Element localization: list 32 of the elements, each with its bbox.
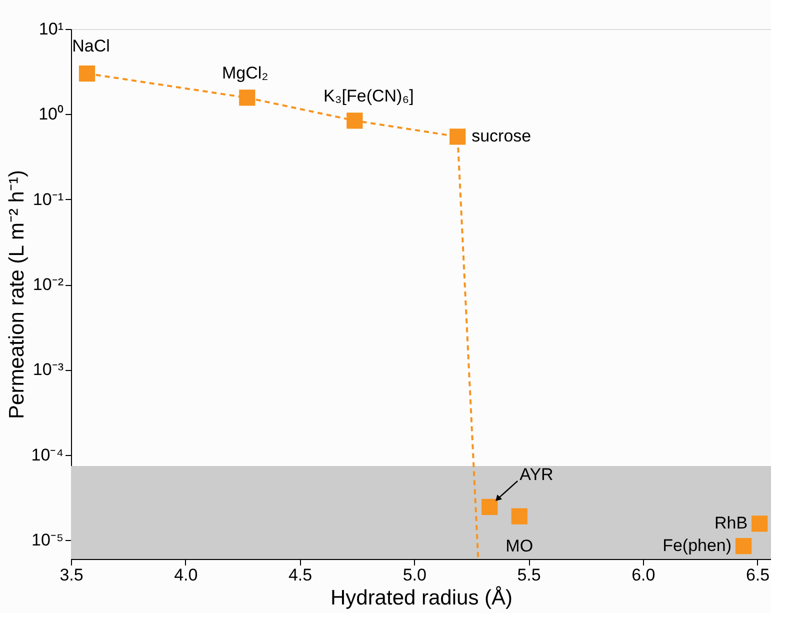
point [239,90,256,106]
y-tick-label: 10⁰ [38,104,64,124]
x-tick-label: 4.0 [174,566,198,584]
annotation: MO [506,536,534,556]
point [346,112,363,129]
y-tick-label: 10¹ [38,20,64,38]
y-tick-label: 10⁻² [32,275,64,294]
x-tick-label: 5.0 [402,566,426,584]
point [752,516,768,532]
y-axis-title: Permeation rate (L m⁻² h⁻¹) [5,170,28,419]
y-tick-label: 10⁻⁴ [31,445,64,464]
y-tick-label: 10⁻⁵ [32,530,64,550]
y-tick-label: 10⁻¹ [32,190,64,209]
x-tick-label: 3.5 [60,566,84,584]
point [450,128,466,145]
x-tick-label: 6.0 [632,566,656,584]
point [735,538,752,554]
annotation: AYR [520,464,554,484]
annotation: MgCl₂ [222,64,268,83]
x-tick-label: 4.5 [288,566,312,584]
point [482,498,498,516]
x-tick-label: 5.5 [517,566,541,584]
point [511,508,528,524]
annotation: sucrose [472,126,532,146]
annotation: RhB [714,514,748,533]
annotation: K₃[Fe(CN)₆] [324,86,414,106]
x-axis-title: Hydrated radius (Å) [330,586,513,610]
annotation: NaCl [72,36,110,56]
point [78,65,96,82]
annotation: Fe(phen) [662,536,732,556]
x-tick-label: 6.5 [746,566,770,584]
y-tick-label: 10⁻³ [32,360,64,380]
